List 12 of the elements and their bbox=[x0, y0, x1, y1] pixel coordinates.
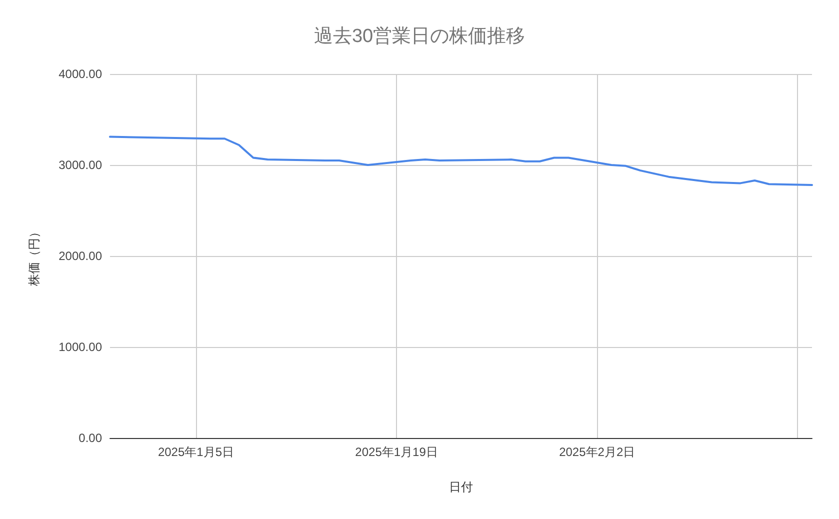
x-tick-label: 2025年1月5日 bbox=[158, 445, 234, 459]
chart-title: 過去30営業日の株価推移 bbox=[314, 26, 526, 47]
x-axis-title: 日付 bbox=[449, 480, 473, 494]
y-tick-label: 4000.00 bbox=[58, 67, 102, 81]
x-tick-label: 2025年2月2日 bbox=[559, 445, 636, 459]
line-series bbox=[109, 136, 813, 186]
y-tick-label: 0.00 bbox=[78, 431, 102, 445]
x-tick-label: 2025年1月19日 bbox=[355, 445, 438, 459]
y-tick-label: 2000.00 bbox=[58, 249, 102, 263]
y-tick-label: 1000.00 bbox=[58, 340, 102, 354]
y-axis-title: 株価（円） bbox=[27, 226, 41, 287]
y-tick-label: 3000.00 bbox=[58, 158, 102, 172]
